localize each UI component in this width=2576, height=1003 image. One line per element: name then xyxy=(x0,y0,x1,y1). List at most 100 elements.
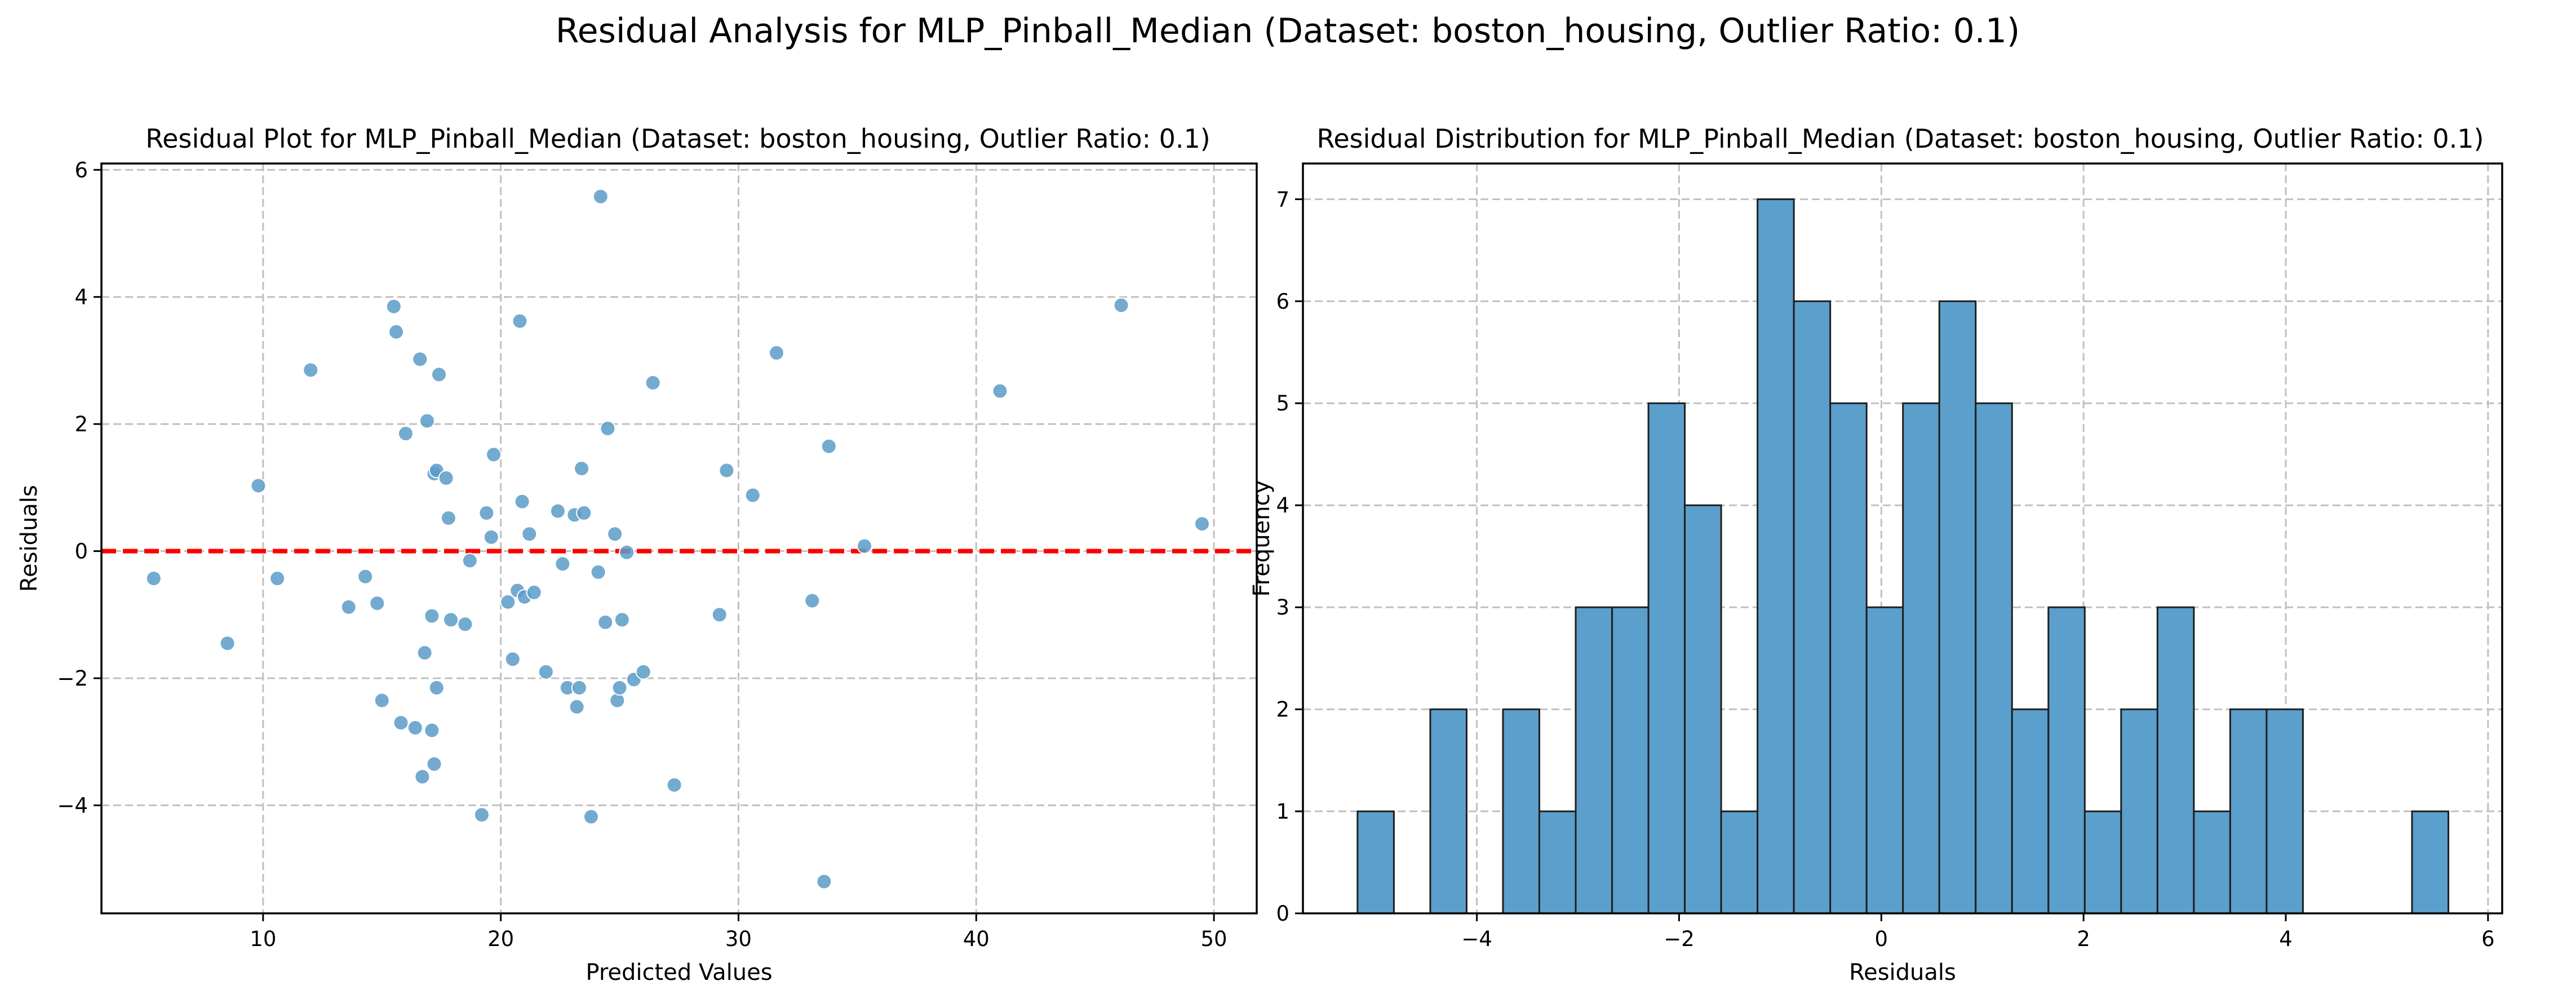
scatter-point xyxy=(478,505,495,521)
scatter-point xyxy=(590,564,606,580)
scatter-point xyxy=(416,644,433,661)
scatter-point xyxy=(576,505,592,521)
scatter-grid xyxy=(101,164,1257,913)
histogram-y-tick-label: 7 xyxy=(1276,187,1289,211)
histogram-x-tick-label: −4 xyxy=(1461,927,1492,951)
scatter-point xyxy=(473,807,490,823)
histogram-bar xyxy=(1356,810,1395,914)
scatter-point xyxy=(597,614,614,630)
scatter-point xyxy=(719,462,735,479)
scatter-point xyxy=(804,593,821,609)
scatter-x-tick-label: 10 xyxy=(250,927,276,951)
scatter-point xyxy=(609,692,626,709)
scatter-point xyxy=(385,298,402,315)
scatter-point xyxy=(614,612,630,628)
scatter-point xyxy=(414,768,431,785)
scatter-point xyxy=(219,635,236,651)
scatter-point xyxy=(526,584,542,600)
scatter-axes-frame xyxy=(100,162,1258,914)
scatter-x-label: Predicted Values xyxy=(586,960,772,986)
histogram-bar xyxy=(2229,708,2268,914)
scatter-points xyxy=(145,188,1210,890)
scatter-point xyxy=(500,594,516,610)
scatter-point xyxy=(485,447,502,463)
histogram-x-tick-label: −2 xyxy=(1664,927,1695,951)
scatter-point xyxy=(666,777,682,793)
histogram-bar xyxy=(1829,402,1868,914)
scatter-point xyxy=(744,487,761,503)
scatter-y-tick-label: −2 xyxy=(57,666,88,691)
scatter-point xyxy=(619,544,635,560)
histogram-bars xyxy=(1356,198,2450,914)
scatter-point xyxy=(514,493,530,510)
histogram-bar xyxy=(1793,300,1832,914)
scatter-point xyxy=(1194,516,1210,532)
scatter-point xyxy=(438,470,454,486)
scatter-panel: Residual Plot for MLP_Pinball_Median (Da… xyxy=(16,123,1258,986)
histogram-bar xyxy=(2265,708,2304,914)
histogram-ticks: −4 −2 0 2 4 6 0 1 2 3 4 5 6 7 xyxy=(1276,187,2494,951)
histogram-panel: Residual Distribution for MLP_Pinball_Me… xyxy=(1249,123,2503,986)
scatter-point xyxy=(574,461,590,477)
scatter-point xyxy=(424,608,440,624)
scatter-point xyxy=(607,526,623,542)
figure-suptitle: Residual Analysis for MLP_Pinball_Median… xyxy=(556,11,2020,51)
scatter-point xyxy=(419,413,435,429)
histogram-bar xyxy=(1684,504,1722,914)
scatter-point xyxy=(269,571,286,587)
scatter-point xyxy=(428,679,445,696)
histogram-bar xyxy=(1757,198,1795,914)
scatter-title: Residual Plot for MLP_Pinball_Median (Da… xyxy=(145,123,1210,154)
histogram-x-tick-label: 2 xyxy=(2077,927,2090,951)
scatter-point xyxy=(611,679,628,696)
scatter-y-tick-label: 6 xyxy=(74,158,88,182)
scatter-point xyxy=(635,664,651,680)
histogram-bar xyxy=(2011,708,2050,914)
histogram-bar xyxy=(1720,810,1759,914)
scatter-point xyxy=(407,719,423,736)
scatter-point xyxy=(569,699,585,715)
scatter-point xyxy=(145,571,162,587)
scatter-point xyxy=(504,651,521,668)
scatter-point xyxy=(457,616,473,633)
scatter-point xyxy=(555,556,571,572)
histogram-bar xyxy=(1611,606,1650,914)
scatter-y-tick-label: 4 xyxy=(74,285,88,310)
scatter-point xyxy=(426,756,442,772)
scatter-point xyxy=(388,324,405,340)
histogram-y-tick-label: 3 xyxy=(1276,595,1289,620)
scatter-point xyxy=(583,808,599,825)
histogram-bar xyxy=(1975,402,2013,914)
scatter-point xyxy=(412,351,428,368)
scatter-point xyxy=(431,366,447,383)
histogram-x-tick-label: 0 xyxy=(1875,927,1888,951)
scatter-point xyxy=(512,313,528,329)
scatter-point xyxy=(821,438,837,454)
scatter-point xyxy=(1113,297,1129,313)
scatter-y-tick-label: 2 xyxy=(74,412,88,436)
histogram-bar xyxy=(1865,606,1904,914)
scatter-point xyxy=(645,374,661,391)
histogram-y-label: Frequency xyxy=(1249,480,1275,597)
scatter-x-tick-label: 50 xyxy=(1201,927,1227,951)
histogram-bar xyxy=(1938,300,1977,914)
histogram-title: Residual Distribution for MLP_Pinball_Me… xyxy=(1316,123,2484,154)
histogram-axes-frame xyxy=(1302,162,2503,914)
scatter-point xyxy=(440,510,456,526)
scatter-y-label: Residuals xyxy=(16,485,42,592)
scatter-point xyxy=(483,529,499,545)
scatter-point xyxy=(538,664,554,680)
histogram-x-tick-label: 4 xyxy=(2279,927,2293,951)
scatter-point xyxy=(424,722,440,739)
scatter-point xyxy=(571,679,587,696)
scatter-point xyxy=(369,595,385,611)
histogram-bar xyxy=(2083,810,2122,914)
scatter-point xyxy=(600,421,616,437)
histogram-y-tick-label: 6 xyxy=(1276,289,1289,313)
scatter-point xyxy=(250,478,267,494)
histogram-x-tick-label: 6 xyxy=(2481,927,2495,951)
histogram-y-tick-label: 4 xyxy=(1276,493,1289,518)
histogram-y-tick-label: 2 xyxy=(1276,697,1289,722)
scatter-point xyxy=(768,344,784,361)
